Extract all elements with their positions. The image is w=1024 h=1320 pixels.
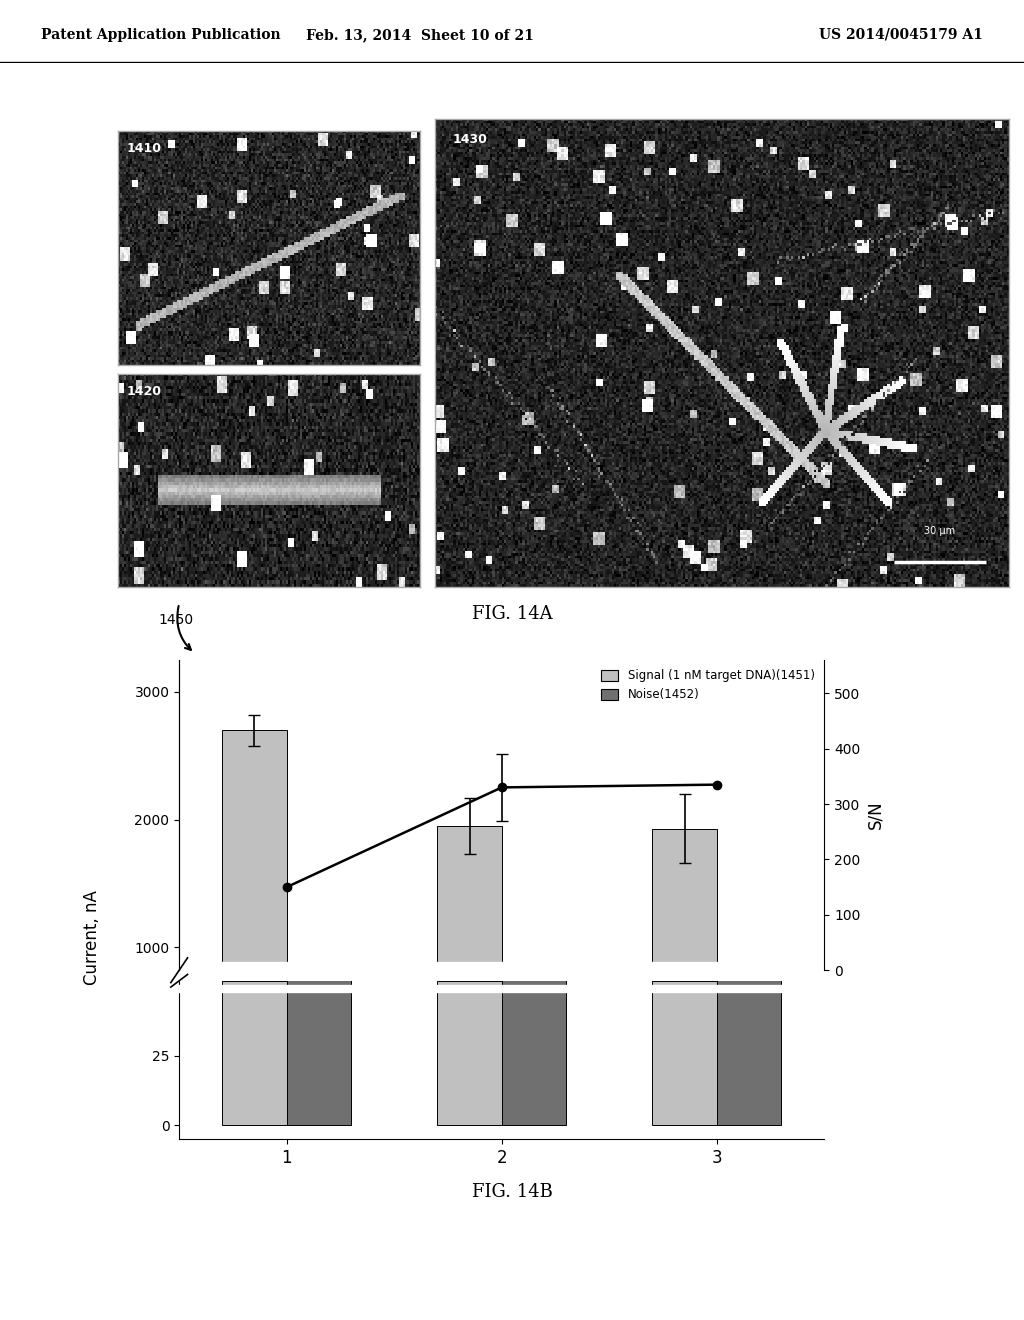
Bar xyxy=(437,826,502,1074)
Text: FIG. 14A: FIG. 14A xyxy=(472,605,552,623)
Text: Patent Application Publication: Patent Application Publication xyxy=(41,28,281,42)
Bar xyxy=(287,1055,351,1074)
Bar xyxy=(222,730,287,1074)
Bar xyxy=(652,829,717,1074)
Text: Feb. 13, 2014  Sheet 10 of 21: Feb. 13, 2014 Sheet 10 of 21 xyxy=(306,28,534,42)
Text: 1410: 1410 xyxy=(127,143,162,156)
Text: 1430: 1430 xyxy=(453,133,487,145)
Text: Current, nA: Current, nA xyxy=(83,890,101,985)
Bar xyxy=(222,981,287,1125)
Text: 1450: 1450 xyxy=(159,612,194,627)
Bar xyxy=(502,1065,566,1074)
Bar xyxy=(652,981,717,1125)
Text: US 2014/0045179 A1: US 2014/0045179 A1 xyxy=(819,28,983,42)
Bar xyxy=(437,981,502,1125)
Text: 30 μm: 30 μm xyxy=(925,525,955,536)
Bar xyxy=(287,694,351,1125)
Bar xyxy=(717,903,781,1125)
Text: FIG. 14B: FIG. 14B xyxy=(472,1183,552,1201)
Y-axis label: S/N: S/N xyxy=(866,801,884,829)
Legend: Signal (1 nM target DNA)(1451), Noise(1452): Signal (1 nM target DNA)(1451), Noise(14… xyxy=(597,665,818,705)
Text: 1420: 1420 xyxy=(127,385,162,397)
Bar xyxy=(502,903,566,1125)
Bar xyxy=(717,1065,781,1074)
